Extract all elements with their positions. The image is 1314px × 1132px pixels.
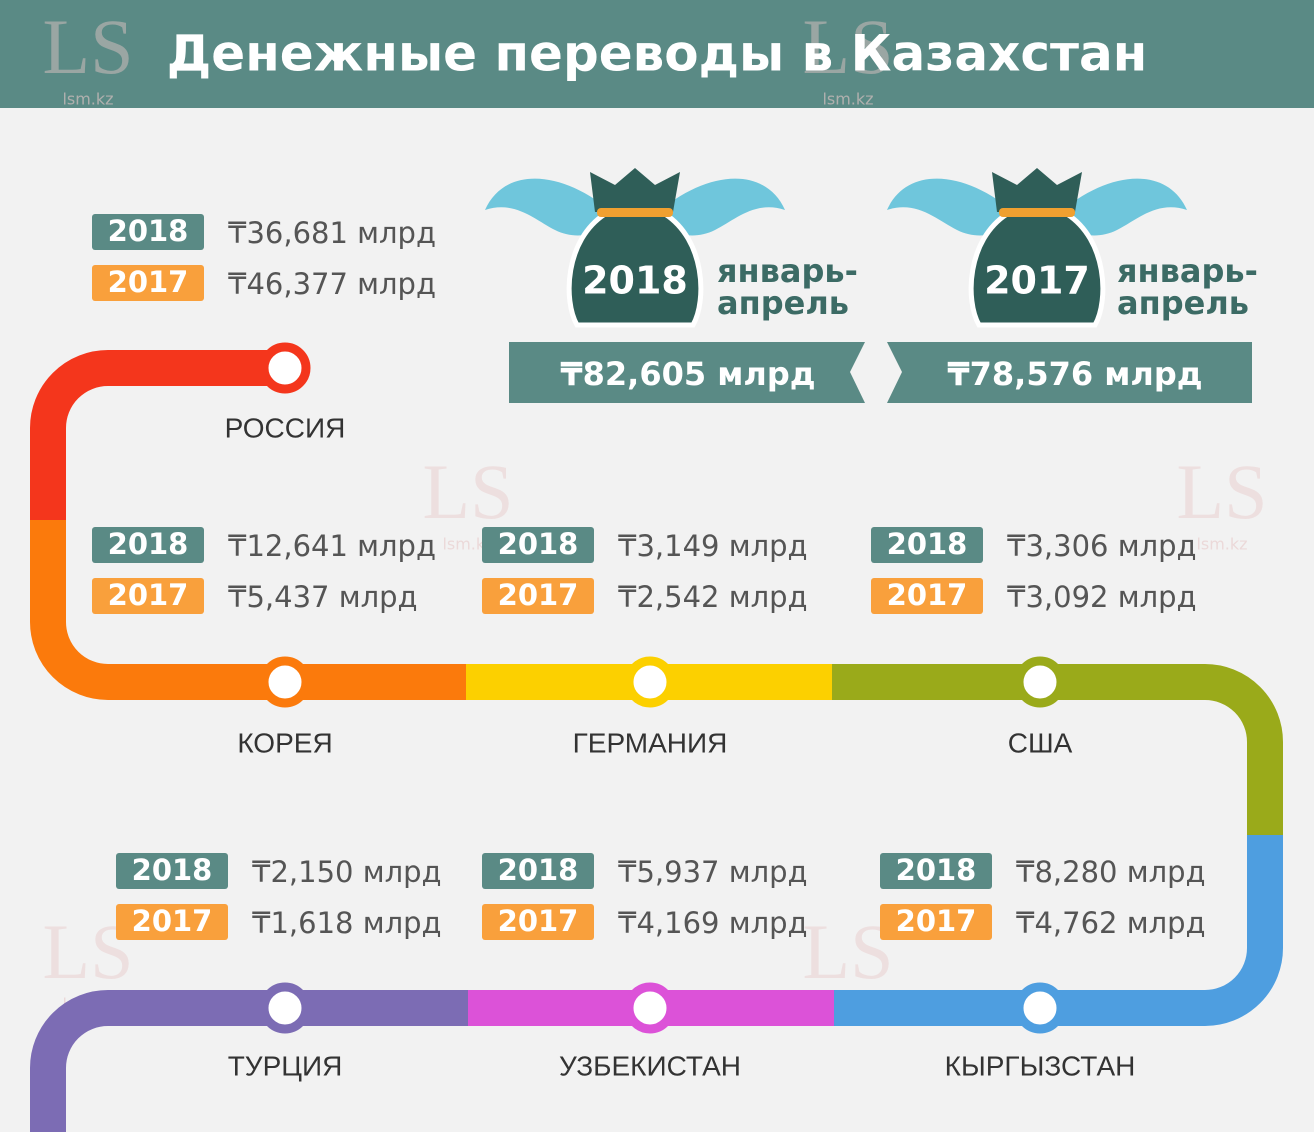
year-label: 2018: [887, 527, 968, 561]
watermark-logo: LS: [802, 3, 893, 90]
amount: ₸5,937 млрд: [618, 855, 808, 889]
bag-tie: [999, 208, 1075, 217]
station: [624, 656, 676, 708]
summary-period: январь-: [717, 252, 858, 290]
amount: ₸3,092 млрд: [1007, 580, 1197, 614]
year-label: 2017: [887, 578, 968, 612]
year-badge: [92, 214, 204, 250]
country-name: КЫРГЫЗСТАН: [945, 1050, 1136, 1081]
summary-period: январь-: [1117, 252, 1258, 290]
station: [1014, 982, 1066, 1034]
country-name: РОССИЯ: [225, 412, 346, 443]
year-label: 2018: [498, 527, 579, 561]
watermark-logo: LS: [42, 3, 133, 90]
year-badge: [871, 578, 983, 614]
year-badge: [880, 853, 992, 889]
summary-year: 2018: [582, 259, 688, 303]
year-badge: [116, 904, 228, 940]
amount: ₸2,150 млрд: [252, 855, 442, 889]
station: [1014, 656, 1066, 708]
country-name: ТУРЦИЯ: [228, 1050, 343, 1081]
year-label: 2018: [108, 214, 189, 248]
wing: [1057, 178, 1187, 236]
amount: ₸3,306 млрд: [1007, 529, 1197, 563]
bag: [566, 211, 704, 328]
year-badge: [92, 527, 204, 563]
watermark-logo: LS: [422, 448, 513, 535]
country-name: США: [1008, 727, 1073, 758]
summary-amount: ₸78,576 млрд: [947, 355, 1202, 393]
amount: ₸2,542 млрд: [618, 580, 808, 614]
country-name: ГЕРМАНИЯ: [573, 727, 728, 758]
summary-period: апрель: [717, 284, 849, 322]
station: [259, 342, 311, 394]
year-badge: [92, 265, 204, 301]
amount: ₸4,169 млрд: [618, 906, 808, 940]
amount: ₸3,149 млрд: [618, 529, 808, 563]
summary-banner: [509, 342, 865, 403]
watermark-site: lsm.kz: [442, 535, 493, 554]
watermark-site: lsm.kz: [1196, 535, 1247, 554]
year-label: 2017: [498, 578, 579, 612]
year-label: 2017: [108, 578, 189, 612]
bag: [968, 211, 1106, 328]
year-badge: [482, 904, 594, 940]
year-badge: [482, 527, 594, 563]
summary-amount: ₸82,605 млрд: [560, 355, 815, 393]
line-segment: [30, 990, 468, 1132]
bag-tie: [597, 208, 673, 217]
amount: ₸36,681 млрд: [228, 216, 436, 250]
year-badge: [92, 578, 204, 614]
station: [259, 982, 311, 1034]
wing: [887, 178, 1017, 236]
summary-period: апрель: [1117, 284, 1249, 322]
year-label: 2018: [132, 853, 213, 887]
year-badge: [116, 853, 228, 889]
watermarks: LSlsm.kzLSlsm.kzLSlsm.kzLSlsm.kzLSlsm.kz…: [42, 3, 1267, 1014]
wing: [485, 178, 615, 236]
year-label: 2018: [108, 527, 189, 561]
line-segment: [832, 664, 1283, 837]
amount: ₸5,437 млрд: [228, 580, 418, 614]
station: [259, 656, 311, 708]
year-label: 2018: [498, 853, 579, 887]
amount: ₸8,280 млрд: [1016, 855, 1206, 889]
watermark-logo: LS: [802, 908, 893, 995]
country-name: КОРЕЯ: [237, 727, 332, 758]
title: Денежные переводы в Казахстан: [167, 25, 1148, 83]
year-label: 2017: [108, 265, 189, 299]
country-name: УЗБЕКИСТАН: [559, 1050, 741, 1081]
amount: ₸1,618 млрд: [252, 906, 442, 940]
amount: ₸12,641 млрд: [228, 529, 436, 563]
summary-banner: [887, 342, 1252, 403]
bag-top: [992, 168, 1082, 212]
year-badge: [880, 904, 992, 940]
watermark-logo: LS: [1176, 448, 1267, 535]
line-segment: [30, 520, 468, 700]
year-label: 2017: [132, 904, 213, 938]
summary-year: 2017: [984, 259, 1090, 303]
wing: [655, 178, 785, 236]
station: [624, 982, 676, 1034]
watermark-site: lsm.kz: [62, 90, 113, 109]
year-label: 2017: [498, 904, 579, 938]
line-segment: [30, 350, 285, 522]
amount: ₸46,377 млрд: [228, 267, 436, 301]
year-badge: [871, 527, 983, 563]
year-badge: [482, 853, 594, 889]
year-label: 2017: [896, 904, 977, 938]
header-band: [0, 0, 1314, 108]
content: 2018 январь-апрель ₸82,605 млрд 2017 январь-…: [92, 168, 1258, 1081]
bag-top: [590, 168, 680, 212]
amount: ₸4,762 млрд: [1016, 906, 1206, 940]
watermark-site: lsm.kz: [822, 90, 873, 109]
year-label: 2018: [896, 853, 977, 887]
year-badge: [482, 578, 594, 614]
line-segment: [832, 835, 1283, 1026]
